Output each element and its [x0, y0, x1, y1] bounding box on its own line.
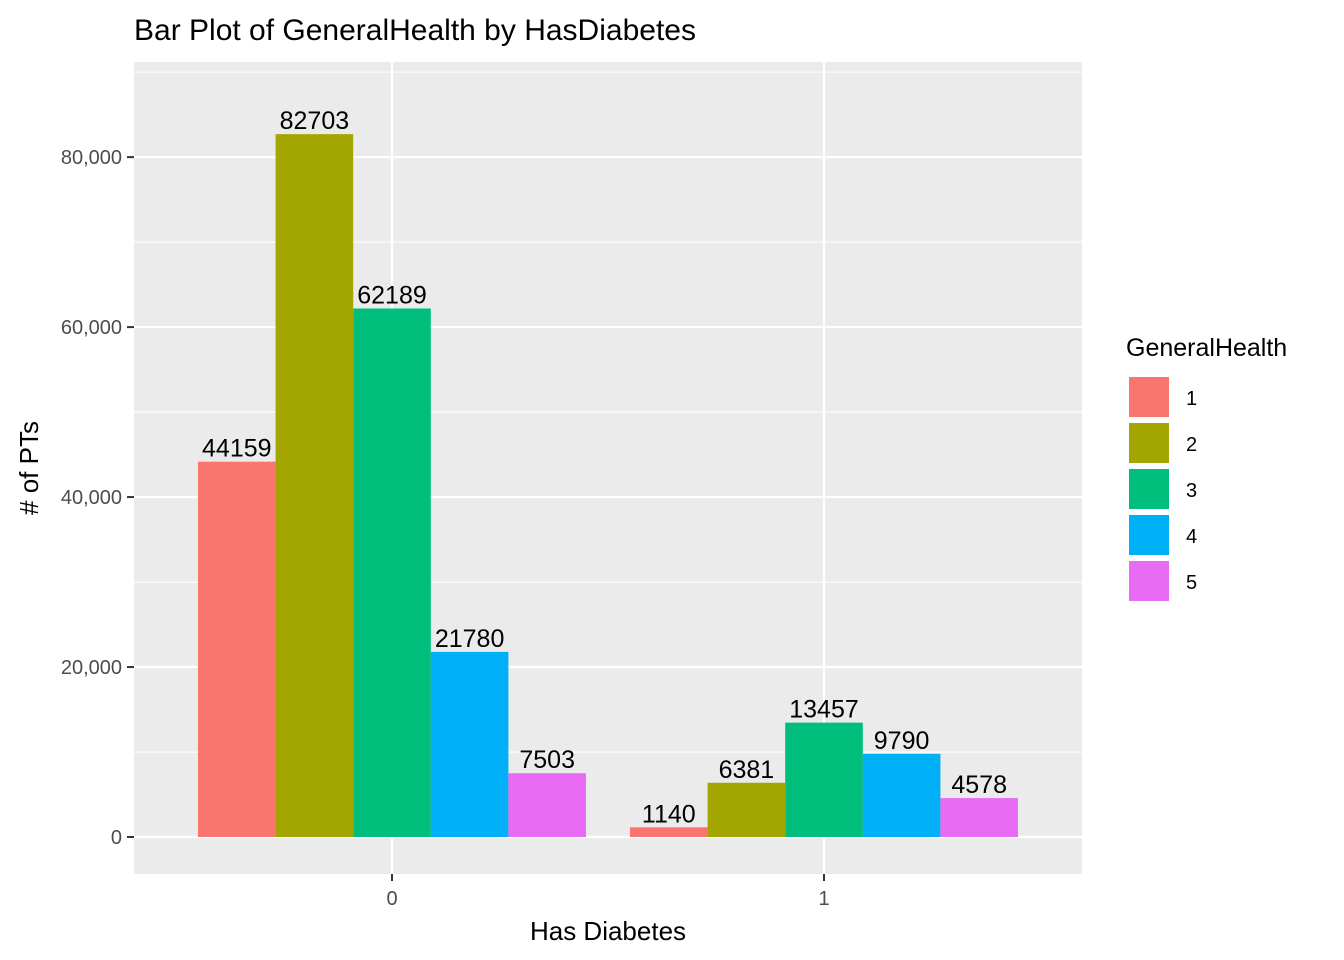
bar — [862, 753, 941, 837]
bar — [940, 798, 1018, 837]
legend-label: 2 — [1186, 434, 1197, 456]
data-label: 4578 — [951, 771, 1007, 799]
data-label: 7503 — [519, 746, 575, 774]
chart-title: Bar Plot of GeneralHealth by HasDiabetes — [134, 14, 696, 47]
legend-key — [1127, 421, 1171, 465]
bar — [508, 773, 586, 837]
x-tick-label: 0 — [386, 888, 397, 910]
data-label: 21780 — [435, 625, 505, 653]
legend-label: 5 — [1186, 572, 1197, 594]
legend-label: 1 — [1186, 388, 1197, 410]
legend-title: GeneralHealth — [1126, 334, 1287, 362]
legend-label: 3 — [1186, 480, 1197, 502]
bar — [198, 461, 276, 837]
data-label: 1140 — [642, 800, 696, 828]
y-tick-label: 80,000 — [61, 147, 122, 169]
legend-label: 4 — [1186, 526, 1197, 548]
bars — [198, 134, 1018, 838]
y-axis: 0 20,000 40,000 60,000 80,000 — [61, 147, 134, 849]
bar — [275, 134, 354, 837]
bar — [630, 827, 708, 837]
y-tick-label: 40,000 — [61, 487, 122, 509]
bar — [707, 782, 786, 837]
y-tick-label: 0 — [111, 827, 122, 849]
legend-key — [1127, 559, 1171, 603]
data-label: 13457 — [789, 696, 859, 724]
y-axis-title: # of PTs — [14, 421, 44, 515]
data-label: 62189 — [357, 281, 427, 309]
data-label: 82703 — [280, 107, 350, 135]
legend-key — [1127, 375, 1171, 419]
bar — [353, 308, 431, 838]
legend-key — [1127, 467, 1171, 511]
bar — [430, 651, 509, 837]
x-axis-title: Has Diabetes — [530, 916, 686, 946]
legend-items: 1 2 3 4 5 — [1127, 375, 1197, 603]
data-labels: 44159 82703 62189 21780 7503 1140 6381 13457 979… — [202, 107, 1007, 828]
legend-key — [1127, 513, 1171, 557]
bar — [785, 722, 863, 837]
y-tick-label: 60,000 — [61, 317, 122, 339]
y-tick-label: 20,000 — [61, 657, 122, 679]
data-label: 6381 — [719, 756, 775, 784]
x-tick-label: 1 — [818, 888, 829, 910]
legend: GeneralHealth 1 2 3 4 5 — [1126, 334, 1287, 603]
data-label: 44159 — [202, 435, 272, 463]
data-label: 9790 — [874, 727, 930, 755]
